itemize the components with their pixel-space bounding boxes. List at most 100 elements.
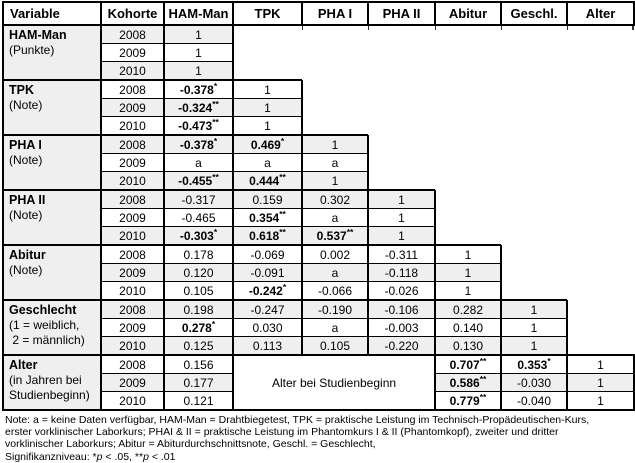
empty-cell bbox=[233, 43, 302, 62]
correlation-value-cell: -0.026 bbox=[367, 281, 436, 301]
correlation-value-cell: -0.091 bbox=[232, 263, 303, 282]
correlation-value-cell: -0.106 bbox=[367, 299, 436, 319]
correlation-value: -0.303 bbox=[179, 228, 214, 243]
correlation-value: -0.324 bbox=[178, 100, 213, 115]
empty-cell bbox=[435, 43, 501, 62]
correlation-value: 0.159 bbox=[252, 192, 283, 207]
variable-subtitle: (in Jahren bei bbox=[9, 373, 82, 387]
empty-cell bbox=[302, 80, 368, 99]
empty-cell bbox=[368, 61, 435, 80]
correlation-value-cell: 0.444** bbox=[232, 171, 303, 191]
correlation-value-cell: 0.278* bbox=[163, 318, 234, 337]
empty-cell bbox=[368, 25, 435, 44]
variable-name: Alter bbox=[9, 358, 38, 372]
empty-cell bbox=[435, 226, 501, 245]
correlation-value-cell: a bbox=[301, 208, 369, 227]
correlation-value: 0.353 bbox=[517, 357, 548, 372]
empty-cell bbox=[567, 98, 634, 117]
variable-subtitle: (Punkte) bbox=[9, 43, 55, 57]
cohort-year-cell: 2009 bbox=[100, 318, 165, 337]
correlation-value: -0.220 bbox=[384, 338, 419, 353]
table-header: Variable Kohorte HAM-Man TPK PHA I PHA II Abit… bbox=[2, 1, 635, 26]
empty-cell bbox=[501, 153, 567, 172]
correlation-value-cell: -0.220 bbox=[367, 336, 436, 356]
correlation-value-cell: 0.469* bbox=[232, 134, 303, 154]
cohort-year-cell: 2010 bbox=[100, 226, 165, 246]
correlation-value-cell: -0.030 bbox=[500, 373, 568, 392]
correlation-table: Variable Kohorte HAM-Man TPK PHA I PHA II Abit… bbox=[2, 1, 635, 411]
correlation-value-cell: 0.353* bbox=[500, 354, 568, 374]
correlation-value: 0.140 bbox=[452, 320, 484, 335]
cohort-year-cell: 2010 bbox=[100, 281, 165, 301]
correlation-value-cell: 0.113 bbox=[232, 336, 303, 356]
cohort-year-cell: 2008 bbox=[100, 244, 165, 264]
correlation-value-cell: a bbox=[301, 318, 369, 337]
empty-cell bbox=[501, 135, 567, 154]
correlation-value: 1 bbox=[264, 82, 271, 97]
cohort-year-cell: 2008 bbox=[100, 24, 165, 44]
empty-cell bbox=[368, 43, 435, 62]
correlation-value: 1 bbox=[530, 302, 538, 317]
significance-asterisk: ** bbox=[479, 391, 487, 402]
correlation-value: a bbox=[331, 265, 339, 280]
correlation-value: 0.120 bbox=[183, 265, 214, 280]
correlation-value-cell: -0.317 bbox=[163, 189, 234, 209]
empty-cell bbox=[567, 171, 634, 190]
correlation-value: 1 bbox=[195, 45, 202, 60]
empty-cell bbox=[233, 61, 302, 80]
correlation-value: 1 bbox=[331, 173, 339, 188]
diagonal-cell: 1 bbox=[500, 336, 568, 356]
correlation-value: 1 bbox=[597, 393, 604, 408]
correlation-value-cell: -0.311 bbox=[367, 244, 436, 264]
correlation-value-cell: 0.030 bbox=[232, 318, 303, 337]
correlation-value-cell: -0.247 bbox=[232, 299, 303, 319]
note-text: erster vorklinischer Laborkurs; PHAI & I… bbox=[5, 426, 559, 439]
diagonal-cell: 1 bbox=[566, 391, 635, 411]
correlation-value-cell: 0.198 bbox=[163, 299, 234, 319]
correlation-value: 0.302 bbox=[319, 192, 351, 207]
correlation-value-cell: 0.105 bbox=[301, 336, 369, 356]
correlation-value-cell: -0.455** bbox=[163, 171, 234, 191]
cohort-year-cell: 2009 bbox=[100, 208, 165, 227]
note-text: vorklinischer Laborkurs; Abitur = Abitur… bbox=[5, 438, 376, 451]
table-note: Note: a = keine Daten verfügbar, HAM-Man… bbox=[2, 411, 635, 463]
column-header-variable: Variable bbox=[2, 1, 102, 26]
diagonal-cell: 1 bbox=[232, 116, 303, 136]
empty-cell bbox=[567, 208, 634, 227]
correlation-value-cell: a bbox=[301, 263, 369, 282]
correlation-value-cell: 0.282 bbox=[434, 299, 502, 319]
merged-alter-cell: Alter bei Studienbeginn bbox=[232, 354, 436, 411]
empty-cell bbox=[567, 300, 634, 319]
correlation-value: 1 bbox=[530, 320, 538, 335]
variable-cell: TPK (Note) bbox=[2, 79, 102, 136]
empty-cell bbox=[567, 61, 634, 80]
correlation-value-cell: -0.242* bbox=[232, 281, 303, 301]
empty-cell bbox=[567, 153, 634, 172]
column-header-geschl: Geschl. bbox=[500, 1, 568, 26]
empty-cell bbox=[567, 80, 634, 99]
correlation-value: 0.178 bbox=[183, 247, 214, 262]
diagonal-cell: 1 bbox=[301, 171, 369, 191]
correlation-value: 0.444 bbox=[249, 173, 280, 188]
cohort-year-cell: 2009 bbox=[100, 263, 165, 282]
empty-cell bbox=[435, 153, 501, 172]
empty-cell bbox=[302, 116, 368, 135]
significance-asterisk: * bbox=[282, 281, 287, 292]
correlation-value: 1 bbox=[530, 338, 538, 353]
cohort-year-cell: 2008 bbox=[100, 189, 165, 209]
correlation-value: a bbox=[331, 155, 339, 170]
correlation-value: 0.113 bbox=[252, 338, 283, 353]
empty-cell bbox=[435, 171, 501, 190]
column-header-pha-i: PHA I bbox=[301, 1, 369, 26]
note-text: < .01 bbox=[148, 450, 176, 463]
note-line: erster vorklinischer Laborkurs; PHAI & I… bbox=[5, 426, 633, 438]
column-header-alter: Alter bbox=[566, 1, 635, 26]
empty-cell bbox=[567, 318, 634, 337]
correlation-value: 0.105 bbox=[319, 338, 351, 353]
correlation-value-cell: 0.618** bbox=[232, 226, 303, 246]
empty-cell bbox=[501, 98, 567, 117]
empty-cell bbox=[567, 245, 634, 264]
cohort-year-cell: 2010 bbox=[100, 61, 165, 81]
diagonal-cell: 1 bbox=[434, 263, 502, 282]
empty-cell bbox=[501, 43, 567, 62]
